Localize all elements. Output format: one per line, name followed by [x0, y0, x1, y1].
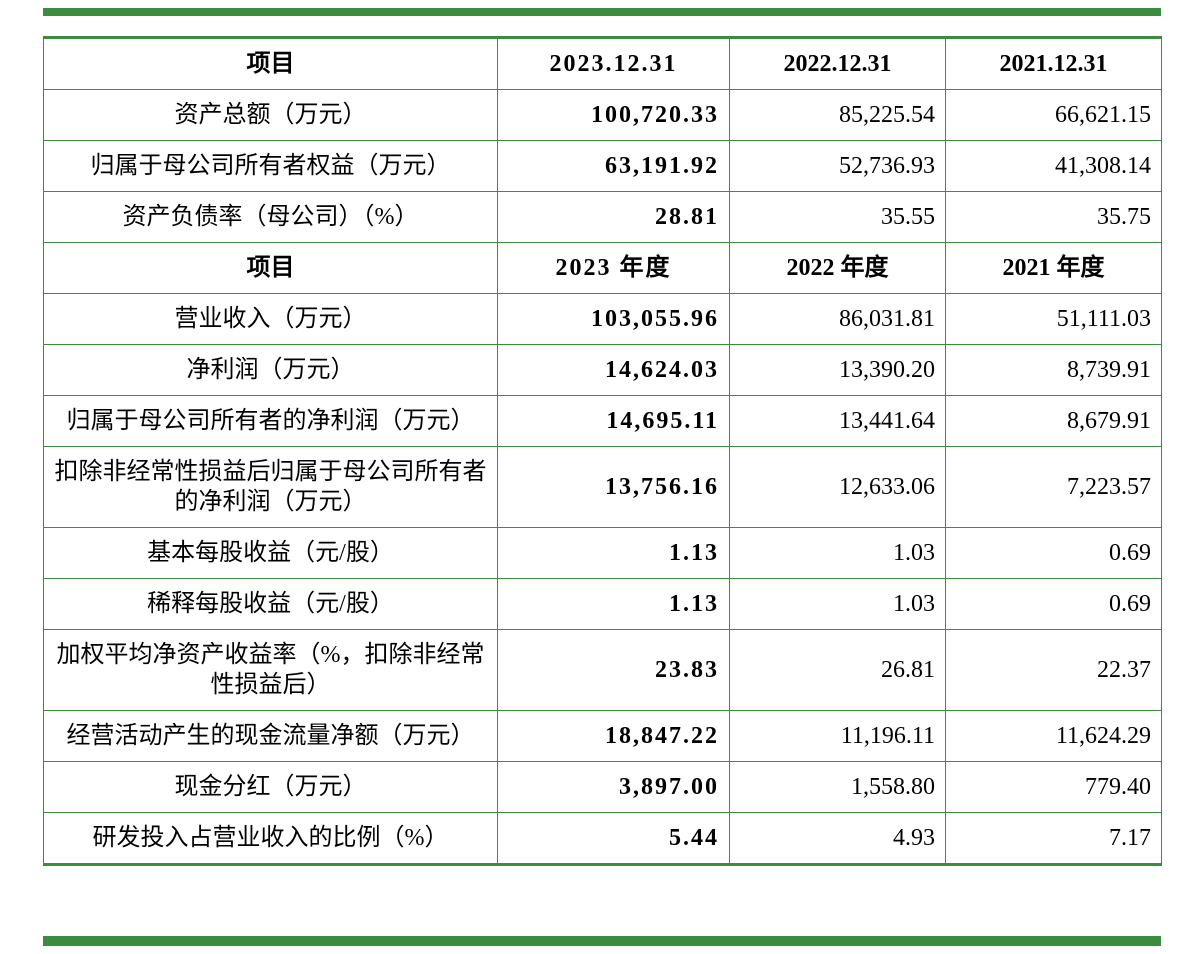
column-header-2021-annual: 2021 年度 [945, 242, 1162, 294]
row-label: 净利润（万元） [43, 344, 498, 396]
row-label: 归属于母公司所有者的净利润（万元） [43, 395, 498, 447]
value-2023: 1.13 [497, 527, 730, 579]
value-2023: 1.13 [497, 578, 730, 630]
row-label: 基本每股收益（元/股） [43, 527, 498, 579]
column-header-item: 项目 [43, 36, 498, 90]
value-2023: 14,695.11 [497, 395, 730, 447]
value-2023: 63,191.92 [497, 140, 730, 192]
row-label: 稀释每股收益（元/股） [43, 578, 498, 630]
row-label: 资产总额（万元） [43, 89, 498, 141]
value-2022: 52,736.93 [729, 140, 946, 192]
value-2021: 8,679.91 [945, 395, 1162, 447]
value-2021: 35.75 [945, 191, 1162, 243]
value-2022: 1.03 [729, 527, 946, 579]
value-2023: 100,720.33 [497, 89, 730, 141]
value-2022: 13,390.20 [729, 344, 946, 396]
row-label: 营业收入（万元） [43, 293, 498, 345]
value-2023: 13,756.16 [497, 446, 730, 528]
row-label: 加权平均净资产收益率（%，扣除非经常性损益后） [43, 629, 498, 711]
header-row-income-statement: 项目 2023 年度 2022 年度 2021 年度 [43, 242, 1162, 294]
header-row-balance-sheet: 项目 2023.12.31 2022.12.31 2021.12.31 [43, 36, 1162, 90]
value-2023: 5.44 [497, 812, 730, 866]
table-row-parent-equity: 归属于母公司所有者权益（万元） 63,191.92 52,736.93 41,3… [43, 140, 1162, 192]
value-2021: 0.69 [945, 527, 1162, 579]
column-header-2022-12-31: 2022.12.31 [729, 36, 946, 90]
value-2023: 28.81 [497, 191, 730, 243]
value-2021: 779.40 [945, 761, 1162, 813]
column-header-item: 项目 [43, 242, 498, 294]
table-row-weighted-roe: 加权平均净资产收益率（%，扣除非经常性损益后） 23.83 26.81 22.3… [43, 629, 1162, 711]
value-2022: 86,031.81 [729, 293, 946, 345]
value-2022: 13,441.64 [729, 395, 946, 447]
value-2023: 18,847.22 [497, 710, 730, 762]
table-row-diluted-eps: 稀释每股收益（元/股） 1.13 1.03 0.69 [43, 578, 1162, 630]
value-2023: 23.83 [497, 629, 730, 711]
financial-summary-table: 项目 2023.12.31 2022.12.31 2021.12.31 资产总额… [43, 36, 1162, 866]
row-label: 归属于母公司所有者权益（万元） [43, 140, 498, 192]
value-2023: 103,055.96 [497, 293, 730, 345]
row-label: 扣除非经常性损益后归属于母公司所有者的净利润（万元） [43, 446, 498, 528]
table-row-rd-ratio: 研发投入占营业收入的比例（%） 5.44 4.93 7.17 [43, 812, 1162, 866]
value-2021: 7.17 [945, 812, 1162, 866]
value-2023: 14,624.03 [497, 344, 730, 396]
value-2021: 0.69 [945, 578, 1162, 630]
row-label: 经营活动产生的现金流量净额（万元） [43, 710, 498, 762]
value-2021: 8,739.91 [945, 344, 1162, 396]
table-row-total-assets: 资产总额（万元） 100,720.33 85,225.54 66,621.15 [43, 89, 1162, 141]
value-2022: 85,225.54 [729, 89, 946, 141]
table-row-operating-cash-flow: 经营活动产生的现金流量净额（万元） 18,847.22 11,196.11 11… [43, 710, 1162, 762]
column-header-2021-12-31: 2021.12.31 [945, 36, 1162, 90]
value-2022: 1.03 [729, 578, 946, 630]
table-row-deducted-net-profit: 扣除非经常性损益后归属于母公司所有者的净利润（万元） 13,756.16 12,… [43, 446, 1162, 528]
column-header-2023-12-31: 2023.12.31 [497, 36, 730, 90]
row-label: 现金分红（万元） [43, 761, 498, 813]
value-2021: 7,223.57 [945, 446, 1162, 528]
row-label: 资产负债率（母公司）（%） [43, 191, 498, 243]
table-row-parent-net-profit: 归属于母公司所有者的净利润（万元） 14,695.11 13,441.64 8,… [43, 395, 1162, 447]
value-2022: 11,196.11 [729, 710, 946, 762]
row-label: 研发投入占营业收入的比例（%） [43, 812, 498, 866]
table-row-cash-dividend: 现金分红（万元） 3,897.00 1,558.80 779.40 [43, 761, 1162, 813]
table-row-basic-eps: 基本每股收益（元/股） 1.13 1.03 0.69 [43, 527, 1162, 579]
value-2022: 12,633.06 [729, 446, 946, 528]
column-header-2023-annual: 2023 年度 [497, 242, 730, 294]
value-2021: 11,624.29 [945, 710, 1162, 762]
top-decorative-rule [43, 8, 1161, 16]
value-2022: 1,558.80 [729, 761, 946, 813]
value-2023: 3,897.00 [497, 761, 730, 813]
table-row-net-profit: 净利润（万元） 14,624.03 13,390.20 8,739.91 [43, 344, 1162, 396]
column-header-2022-annual: 2022 年度 [729, 242, 946, 294]
value-2021: 41,308.14 [945, 140, 1162, 192]
bottom-decorative-rule [43, 936, 1161, 946]
value-2021: 51,111.03 [945, 293, 1162, 345]
value-2021: 66,621.15 [945, 89, 1162, 141]
table-row-debt-ratio: 资产负债率（母公司）（%） 28.81 35.55 35.75 [43, 191, 1162, 243]
value-2022: 35.55 [729, 191, 946, 243]
value-2021: 22.37 [945, 629, 1162, 711]
value-2022: 26.81 [729, 629, 946, 711]
table-row-revenue: 营业收入（万元） 103,055.96 86,031.81 51,111.03 [43, 293, 1162, 345]
value-2022: 4.93 [729, 812, 946, 866]
